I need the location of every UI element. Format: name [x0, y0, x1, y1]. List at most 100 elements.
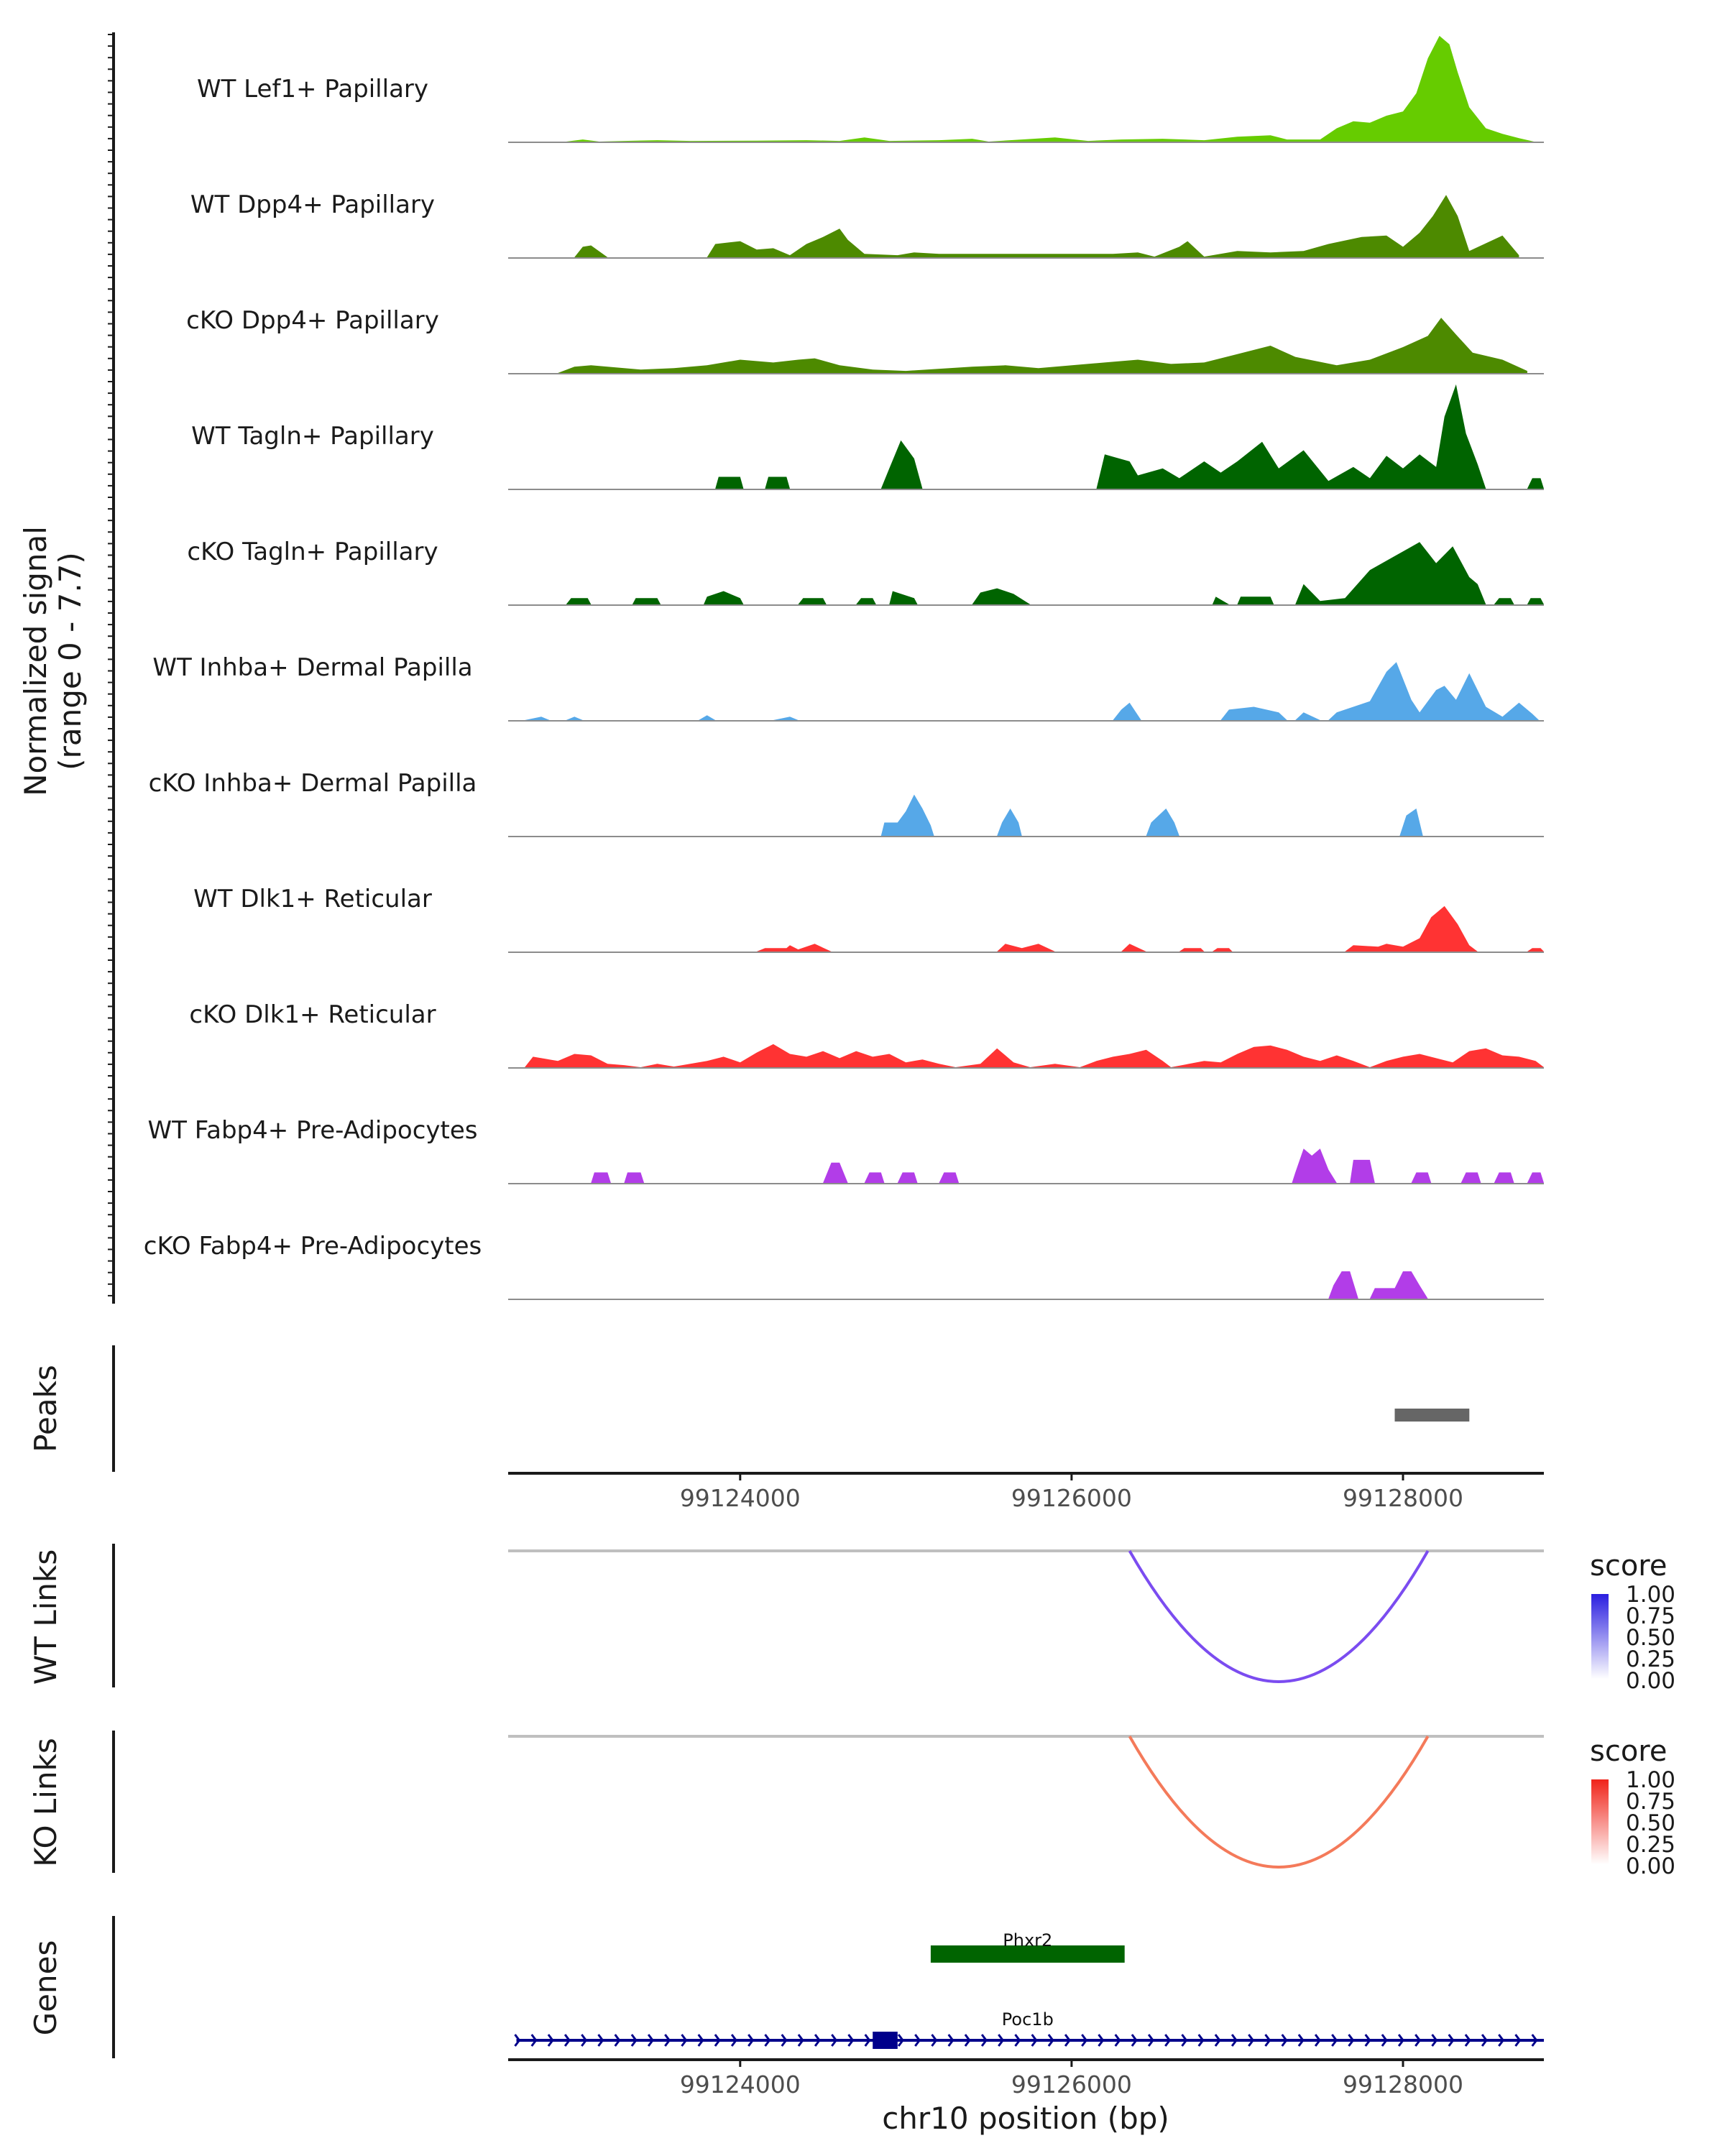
- peak-region: [1394, 1409, 1470, 1422]
- wt-links-panel: [508, 1549, 1544, 1683]
- strand-arrow-icon: [864, 2034, 871, 2047]
- track-label: WT Dpp4+ Papillary: [190, 190, 435, 219]
- strand-arrow-icon: [1197, 2034, 1205, 2047]
- x-axis-top-ticks: 99124000 99126000 99128000: [680, 1473, 1463, 1512]
- y-axis-range: (range 0 - 7.7): [52, 552, 88, 770]
- signal-y-ticks: [108, 34, 114, 1296]
- track-4: WT Tagln+ Papillary: [191, 384, 1545, 490]
- strand-arrow-icon: [1131, 2034, 1138, 2047]
- track-7: cKO Inhba+ Dermal Papilla: [149, 769, 1544, 837]
- strand-arrow-icon: [964, 2034, 971, 2047]
- x-tick-label: 99126000: [1011, 2070, 1132, 2099]
- strand-arrow-icon: [1248, 2034, 1255, 2047]
- track-label: WT Inhba+ Dermal Papilla: [152, 653, 472, 682]
- track-label: WT Fabp4+ Pre-Adipocytes: [148, 1116, 478, 1145]
- strand-arrow-icon: [1348, 2034, 1355, 2047]
- x-axis-title: chr10 position (bp): [882, 2101, 1169, 2136]
- strand-arrow-icon: [514, 2034, 521, 2047]
- track-label: cKO Dlk1+ Reticular: [189, 1000, 436, 1029]
- strand-arrow-icon: [714, 2034, 721, 2047]
- strand-arrow-icon: [1081, 2034, 1088, 2047]
- track-1: WT Lef1+ Papillary: [197, 35, 1544, 143]
- strand-arrow-icon: [1414, 2034, 1422, 2047]
- x-tick-label: 99128000: [1343, 2070, 1463, 2099]
- ko-links-panel: [508, 1735, 1544, 1869]
- strand-arrow-icon: [1181, 2034, 1188, 2047]
- wt-legend-tick: 0.00: [1626, 1668, 1675, 1694]
- strand-arrow-icon: [1064, 2034, 1071, 2047]
- strand-arrow-icon: [1464, 2034, 1471, 2047]
- wt-links-title: WT Links: [28, 1549, 63, 1685]
- gene-label-poc1b: Poc1b: [1002, 2009, 1054, 2030]
- coverage-area: [566, 35, 1535, 143]
- strand-arrow-icon: [947, 2034, 954, 2047]
- strand-arrow-icon: [1297, 2034, 1305, 2047]
- x-tick-label: 99124000: [680, 1484, 801, 1512]
- strand-arrow-icon: [664, 2034, 671, 2047]
- track-5: cKO Tagln+ Papillary: [187, 538, 1545, 606]
- track-label: WT Lef1+ Papillary: [197, 75, 428, 103]
- strand-arrow-icon: [647, 2034, 654, 2047]
- strand-arrow-icon: [1164, 2034, 1172, 2047]
- strand-arrow-icon: [748, 2034, 755, 2047]
- track-9: cKO Dlk1+ Reticular: [189, 1000, 1544, 1069]
- coverage-area: [525, 662, 1540, 721]
- strand-arrow-icon: [697, 2034, 704, 2047]
- wt-legend-tick: 0.75: [1626, 1603, 1675, 1629]
- coverage-area: [715, 384, 1545, 489]
- wt-legend-title: score: [1590, 1549, 1667, 1583]
- x-tick-label: 99124000: [680, 2070, 801, 2099]
- wt-legend-tick: 0.25: [1626, 1646, 1675, 1672]
- strand-arrow-icon: [764, 2034, 771, 2047]
- ko-legend-tick: 0.75: [1626, 1789, 1675, 1815]
- track-11: cKO Fabp4+ Pre-Adipocytes: [144, 1232, 1544, 1300]
- track-6: WT Inhba+ Dermal Papilla: [152, 653, 1544, 722]
- track-label: cKO Inhba+ Dermal Papilla: [149, 769, 477, 798]
- strand-arrow-icon: [1381, 2034, 1388, 2047]
- strand-arrow-icon: [1397, 2034, 1404, 2047]
- ko-legend-tick: 1.00: [1626, 1767, 1675, 1793]
- track-label: cKO Tagln+ Papillary: [187, 538, 438, 566]
- wt-legend-tick: 1.00: [1626, 1582, 1675, 1608]
- strand-arrow-icon: [1531, 2034, 1538, 2047]
- gene-body-phxr2: [930, 1945, 1125, 1963]
- strand-arrow-icon: [781, 2034, 788, 2047]
- strand-arrow-icon: [914, 2034, 921, 2047]
- strand-arrow-icon: [797, 2034, 804, 2047]
- strand-arrow-icon: [1114, 2034, 1121, 2047]
- strand-arrow-icon: [1014, 2034, 1021, 2047]
- peaks-title: Peaks: [28, 1365, 63, 1452]
- strand-arrow-icon: [1431, 2034, 1438, 2047]
- strand-arrow-icon: [1514, 2034, 1522, 2047]
- coverage-area: [591, 1148, 1544, 1184]
- peaks-panel: [1394, 1409, 1470, 1422]
- strand-arrow-icon: [681, 2034, 688, 2047]
- strand-arrow-icon: [1448, 2034, 1455, 2047]
- ko-legend-tick: 0.00: [1626, 1853, 1675, 1879]
- track-label: cKO Fabp4+ Pre-Adipocytes: [144, 1232, 482, 1261]
- strand-arrow-icon: [897, 2034, 904, 2047]
- track-2: WT Dpp4+ Papillary: [190, 190, 1544, 259]
- coverage-area: [558, 318, 1527, 374]
- ko-legend-title: score: [1590, 1735, 1667, 1768]
- ko-links-title: KO Links: [28, 1738, 63, 1867]
- strand-arrow-icon: [1047, 2034, 1054, 2047]
- strand-arrow-icon: [1364, 2034, 1371, 2047]
- strand-arrow-icon: [1214, 2034, 1221, 2047]
- strand-arrow-icon: [614, 2034, 621, 2047]
- genes-panel: Phxr2 Poc1b: [514, 1930, 1544, 2049]
- wt-legend-colorbar: [1591, 1594, 1609, 1679]
- gene-label-phxr2: Phxr2: [1003, 1930, 1052, 1950]
- strand-arrow-icon: [1147, 2034, 1154, 2047]
- track-label: WT Dlk1+ Reticular: [193, 885, 432, 913]
- strand-arrow-icon: [547, 2034, 554, 2047]
- strand-arrow-icon: [814, 2034, 821, 2047]
- strand-arrow-icon: [931, 2034, 938, 2047]
- track-label: cKO Dpp4+ Papillary: [186, 306, 439, 335]
- strand-arrow-icon: [530, 2034, 538, 2047]
- wt-legend-tick: 0.50: [1626, 1625, 1675, 1651]
- gene-exon-poc1b: [873, 2032, 898, 2049]
- strand-arrow-icon: [730, 2034, 737, 2047]
- coverage-area: [880, 794, 1423, 837]
